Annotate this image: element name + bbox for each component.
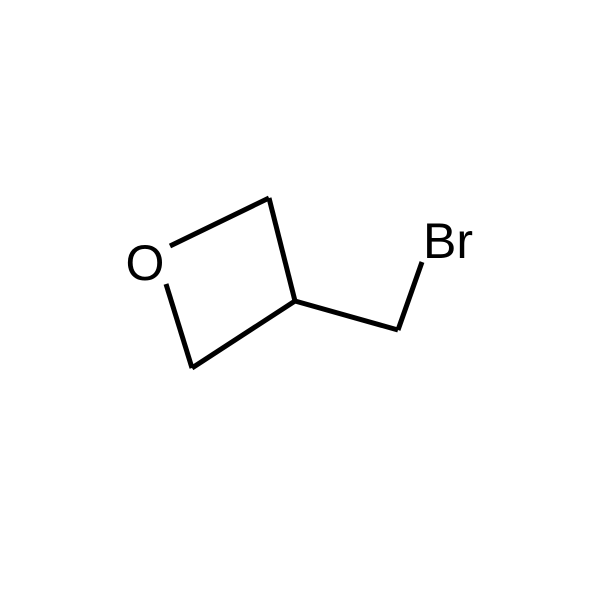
atom-label-oxygen: O xyxy=(126,238,165,288)
bond-layer xyxy=(0,0,600,600)
atom-label-bromine: Br xyxy=(423,216,473,266)
molecule-canvas: O Br xyxy=(0,0,600,600)
